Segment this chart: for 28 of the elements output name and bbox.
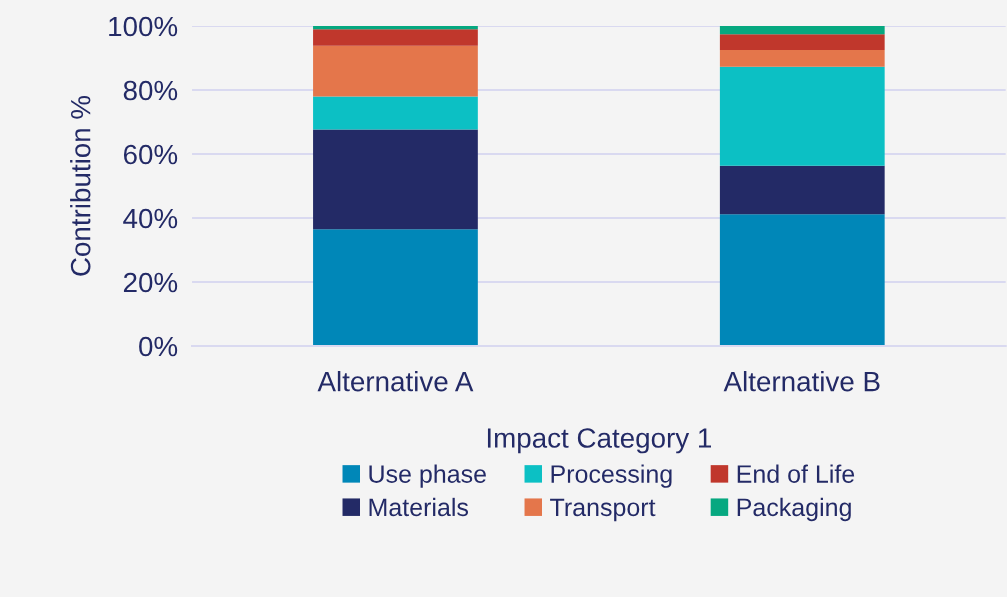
x-tick-label: Alternative B: [723, 371, 880, 392]
legend-label: Use phase: [369, 464, 486, 488]
bar: [313, 229, 478, 347]
bar: [313, 129, 478, 230]
y-tick-label: 100%: [109, 16, 178, 37]
bar: [719, 214, 885, 347]
y-axis-title: Contribution %: [70, 95, 91, 276]
x-tick-label: Alternative A: [317, 371, 474, 392]
legend-label: End of Life: [737, 464, 855, 483]
x-axis-title: Impact Category 1: [487, 428, 711, 454]
y-tick-label: 60%: [123, 144, 178, 165]
y-tick-label: 40%: [123, 208, 178, 229]
bar: [719, 66, 885, 166]
y-tick-label: 80%: [123, 80, 178, 101]
legend-label: Materials: [369, 497, 469, 517]
legend-label: Packaging: [737, 497, 851, 522]
bar: [719, 165, 885, 215]
bar: [313, 26, 478, 30]
legend-label: Processing: [551, 464, 672, 488]
bar: [313, 96, 478, 130]
bar: [313, 29, 478, 46]
y-tick-label: 20%: [123, 272, 178, 293]
bar: [719, 50, 885, 67]
bar: [719, 34, 885, 51]
bar: [313, 45, 478, 97]
bar: [719, 26, 885, 35]
y-tick-label: 0%: [139, 336, 178, 357]
legend-label: Transport: [550, 498, 656, 522]
